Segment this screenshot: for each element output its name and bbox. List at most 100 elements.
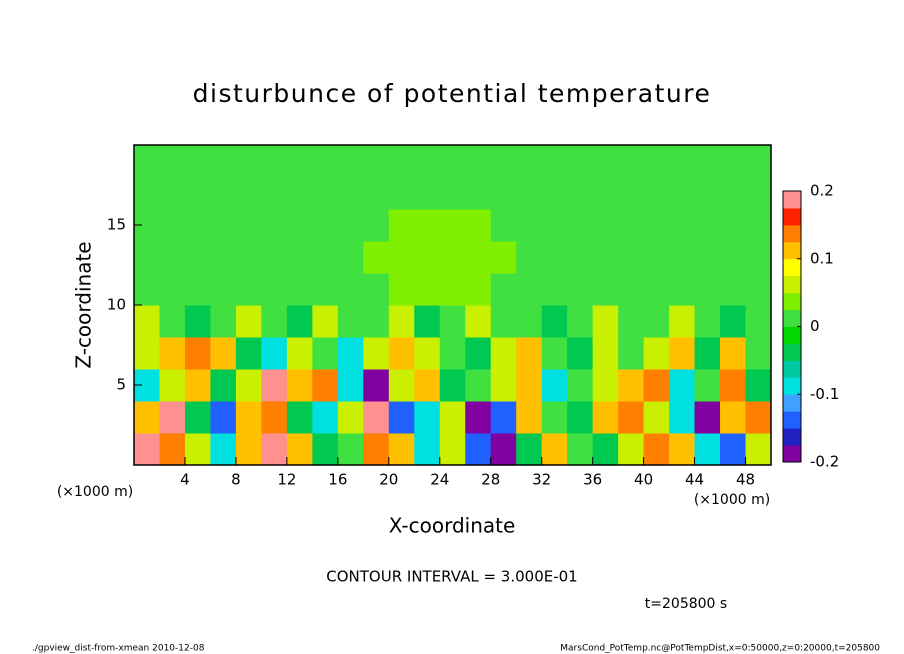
x-tick-label: 48 <box>736 471 755 489</box>
heatmap-cell <box>694 433 721 466</box>
heatmap-cell <box>669 241 696 274</box>
heatmap-cell <box>541 401 568 434</box>
colorbar-swatch <box>783 377 801 395</box>
heatmap-cell <box>286 145 313 178</box>
colorbar-swatch <box>783 258 801 277</box>
heatmap-cell <box>618 145 645 178</box>
heatmap-cell <box>465 433 492 466</box>
heatmap-cell <box>592 177 619 210</box>
heatmap-cell <box>490 209 517 242</box>
x-unit-label: (×1000 m) <box>694 492 770 508</box>
heatmap-cell <box>541 177 568 210</box>
heatmap-cell <box>312 401 339 434</box>
heatmap-cell <box>618 369 645 402</box>
heatmap-cell <box>134 241 160 274</box>
colorbar-swatch <box>783 275 801 294</box>
heatmap-cell <box>720 145 747 178</box>
colorbar-swatch <box>783 292 801 311</box>
heatmap-cell <box>669 433 696 466</box>
heatmap-cell <box>337 401 364 434</box>
heatmap-cell <box>490 305 517 338</box>
heatmap-cell <box>516 305 543 338</box>
heatmap-cell <box>312 433 339 466</box>
heatmap-cell <box>567 369 594 402</box>
heatmap-cell <box>669 337 696 370</box>
heatmap-cell <box>363 305 390 338</box>
heatmap-cell <box>261 433 288 466</box>
heatmap-cell <box>337 273 364 306</box>
x-tick-label: 44 <box>685 471 704 489</box>
colorbar-tick-label: -0.1 <box>810 385 839 403</box>
x-tick-label: 12 <box>277 471 296 489</box>
heatmap-cell <box>235 401 262 434</box>
colorbar-swatch <box>783 241 801 260</box>
heatmap-cell <box>516 209 543 242</box>
heatmap-cell <box>745 177 772 210</box>
x-tick-label: 32 <box>532 471 551 489</box>
heatmap-cell <box>134 273 160 306</box>
heatmap-cell <box>388 401 415 434</box>
heatmap-cell <box>465 177 492 210</box>
heatmap-cell <box>184 209 211 242</box>
heatmap-cell <box>643 241 670 274</box>
heatmap-cell <box>159 241 186 274</box>
heatmap-cell <box>159 337 186 370</box>
heatmap-cell <box>388 241 415 274</box>
heatmap-cell <box>567 177 594 210</box>
heatmap-cell <box>618 209 645 242</box>
heatmap-cell <box>261 369 288 402</box>
heatmap-cell <box>618 273 645 306</box>
colorbar-tick-label: 0.2 <box>810 182 834 200</box>
heatmap-cell <box>694 337 721 370</box>
colorbar-swatch <box>783 411 801 429</box>
x-tick-label: 28 <box>481 471 500 489</box>
heatmap-cell <box>312 177 339 210</box>
heatmap-cell <box>363 337 390 370</box>
heatmap-cell <box>745 401 772 434</box>
heatmap-cell <box>363 433 390 466</box>
heatmap-cell <box>414 369 441 402</box>
heatmap-cell <box>363 401 390 434</box>
heatmap-cell <box>694 177 721 210</box>
heatmap-cell <box>312 273 339 306</box>
heatmap-cell <box>618 337 645 370</box>
heatmap-cell <box>184 305 211 338</box>
heatmap-cell <box>465 337 492 370</box>
heatmap-cell <box>567 209 594 242</box>
heatmap-cell <box>643 305 670 338</box>
heatmap-cell <box>490 273 517 306</box>
heatmap-cell <box>159 145 186 178</box>
heatmap-cell <box>337 433 364 466</box>
heatmap-cell <box>592 145 619 178</box>
heatmap-cell <box>414 241 441 274</box>
heatmap-cell <box>643 401 670 434</box>
heatmap-cell <box>592 369 619 402</box>
heatmap-cell <box>363 145 390 178</box>
heatmap-cell <box>592 209 619 242</box>
heatmap-cell <box>210 177 237 210</box>
heatmap-cell <box>286 177 313 210</box>
heatmap-cell <box>490 241 517 274</box>
heatmap-cell <box>210 305 237 338</box>
heatmap-cell <box>312 241 339 274</box>
heatmap-cell <box>592 241 619 274</box>
heatmap-cell <box>414 273 441 306</box>
heatmap-cell <box>439 369 466 402</box>
heatmap-cell <box>159 433 186 466</box>
heatmap-cell <box>465 145 492 178</box>
heatmap-cell <box>745 145 772 178</box>
heatmap-cell <box>516 177 543 210</box>
heatmap-cell <box>261 305 288 338</box>
heatmap-cell <box>490 401 517 434</box>
colorbar-swatch <box>783 326 801 344</box>
heatmap-cell <box>592 433 619 466</box>
heatmap-cell <box>134 305 160 338</box>
heatmap-cell <box>134 145 160 178</box>
heatmap-cell <box>745 305 772 338</box>
heatmap-cell <box>439 433 466 466</box>
heatmap-cell <box>490 177 517 210</box>
heatmap-cell <box>363 241 390 274</box>
heatmap-cell <box>388 337 415 370</box>
heatmap-cell <box>516 401 543 434</box>
heatmap-cell <box>541 209 568 242</box>
